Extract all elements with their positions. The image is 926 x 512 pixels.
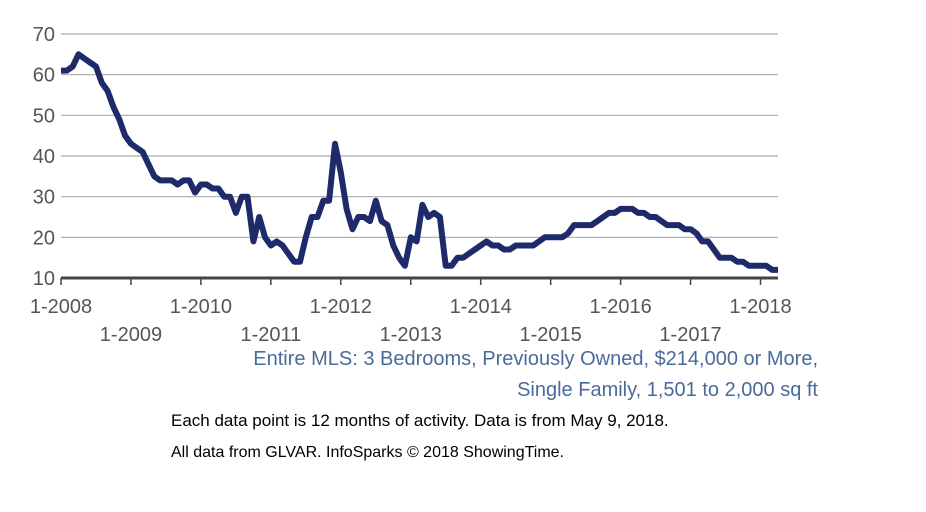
y-tick-label: 60 — [33, 65, 55, 87]
series-line-path — [61, 51, 778, 273]
x-tick-label: 1-2011 — [240, 324, 301, 346]
x-tick-label: 1-2012 — [310, 296, 372, 318]
source-note: All data from GLVAR. InfoSparks © 2018 S… — [171, 444, 564, 461]
y-tick-label: 70 — [33, 24, 55, 46]
x-tick-label: 1-2016 — [589, 296, 651, 318]
x-tick-label: 1-2008 — [30, 296, 92, 318]
x-axis-ticks: 1-2008 1-2010 1-2012 1-2014 1-2016 1-2018 1-20… — [30, 278, 792, 346]
chart-caption-line-2: Single Family, 1,501 to 2,000 sq ft — [517, 379, 818, 401]
x-tick-label: 1-2010 — [170, 296, 232, 318]
chart-panel: 10 20 30 40 50 60 70 1-2008 1-2010 1-2012 1-2014 1… — [18, 18, 820, 408]
y-tick-label: 40 — [33, 146, 55, 168]
y-tick-label: 10 — [33, 268, 55, 290]
x-tick-label: 1-2018 — [729, 296, 791, 318]
gridlines — [61, 33, 778, 280]
x-tick-label: 1-2014 — [450, 296, 512, 318]
y-tick-label: 20 — [33, 227, 55, 249]
data-note: Each data point is 12 months of activity… — [171, 411, 669, 430]
y-axis-ticks: 10 20 30 40 50 60 70 — [33, 24, 55, 290]
chart-caption-line-1: Entire MLS: 3 Bedrooms, Previously Owned… — [253, 348, 818, 370]
series-line — [61, 51, 778, 273]
y-tick-label: 50 — [33, 105, 55, 127]
y-tick-label: 30 — [33, 187, 55, 209]
x-tick-label: 1-2017 — [659, 324, 721, 346]
x-tick-label: 1-2015 — [520, 324, 582, 346]
x-tick-label: 1-2013 — [380, 324, 442, 346]
x-tick-label: 1-2009 — [100, 324, 162, 346]
